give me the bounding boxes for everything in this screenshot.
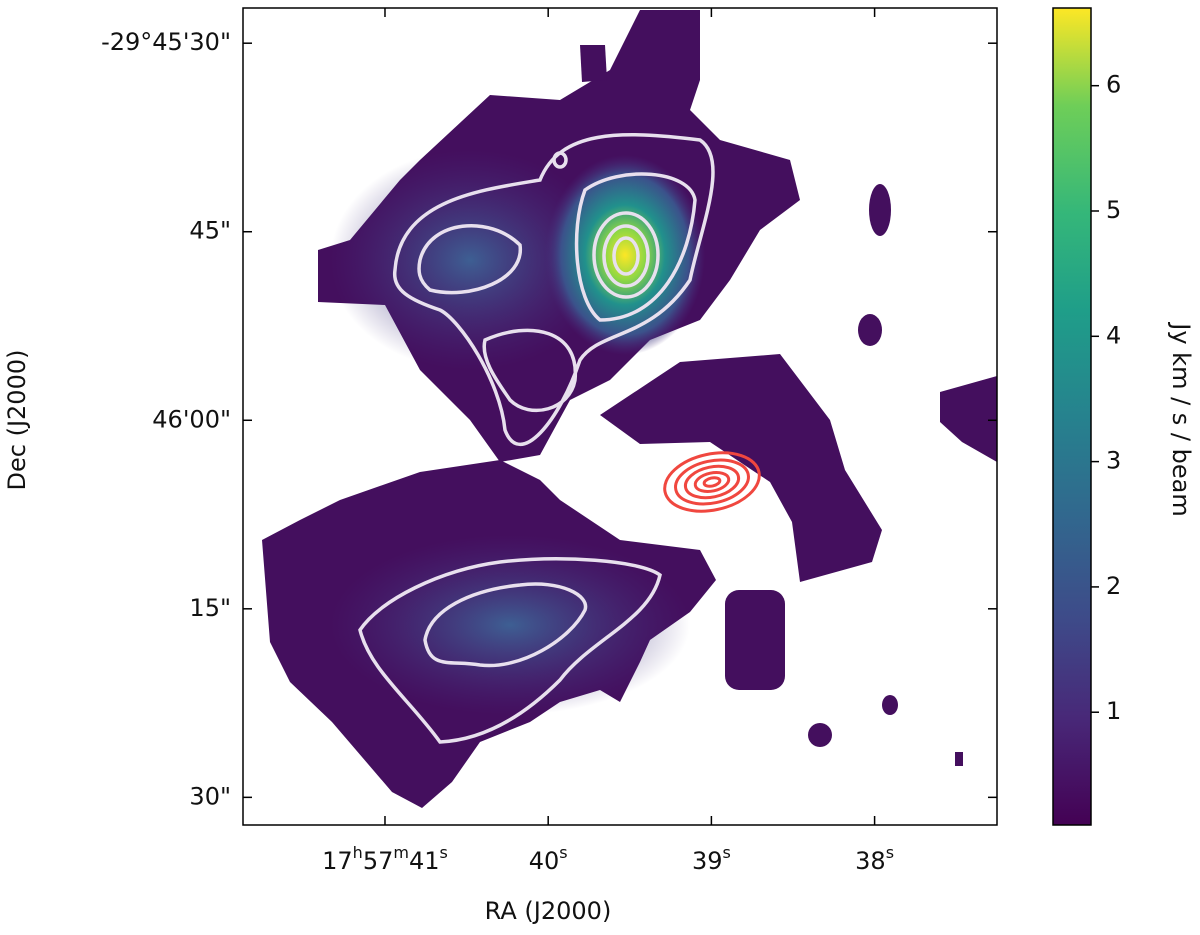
tick-number: 40	[529, 847, 560, 875]
red-contour	[702, 476, 722, 488]
contour	[552, 151, 568, 169]
contour	[417, 223, 522, 295]
colorbar-tick-label: 2	[1106, 572, 1121, 600]
colorbar-tick-label: 3	[1106, 447, 1121, 475]
y-tick-label: -29°45'30"	[101, 28, 231, 56]
emission-spot	[725, 590, 785, 690]
emission-east	[940, 376, 997, 462]
x-tick-label: 38s	[855, 843, 894, 876]
y-axis-label: Dec (J2000)	[3, 350, 31, 491]
red-contour	[683, 464, 741, 500]
x-tick-label: 39s	[692, 843, 731, 876]
tick-number: 38	[855, 847, 886, 875]
unit-superscript: s	[440, 843, 448, 862]
colorbar-tick-label: 6	[1106, 71, 1121, 99]
y-tick-label: 15"	[189, 594, 231, 622]
unit-superscript: m	[393, 843, 409, 862]
emission-spot	[955, 752, 963, 766]
unit-superscript: s	[559, 843, 567, 862]
colorbar-tick-label: 1	[1106, 697, 1121, 725]
unit-superscript: h	[353, 843, 363, 862]
contour	[423, 582, 588, 668]
glow	[545, 155, 705, 355]
emission-north-bit	[580, 45, 607, 82]
contour	[574, 172, 697, 322]
contours	[358, 133, 761, 744]
x-tick-label: 40s	[529, 843, 568, 876]
beam-contours	[663, 451, 761, 513]
glow	[330, 535, 690, 715]
red-contour	[693, 471, 731, 493]
colorbar	[1052, 7, 1092, 826]
emission-spot	[808, 723, 832, 747]
contour	[602, 224, 650, 288]
intensity-map	[262, 10, 997, 808]
emission-spot	[882, 695, 898, 715]
colorbar-label: Jy km / s / beam	[1167, 321, 1195, 516]
colorbar-tick-label: 5	[1106, 196, 1121, 224]
colorbar-tick-label: 4	[1106, 321, 1121, 349]
y-tick-label: 45"	[189, 217, 231, 245]
y-tick-label: 46'00"	[152, 405, 231, 433]
tick-number: 57	[363, 847, 394, 875]
tick-number: 41	[409, 847, 440, 875]
plot-frame	[242, 7, 998, 826]
contour	[612, 236, 640, 276]
y-tick-label: 30"	[189, 782, 231, 810]
emission-spot	[869, 184, 891, 236]
x-tick-label: 17h57m41s	[322, 843, 448, 876]
unit-superscript: s	[886, 843, 894, 862]
contour	[358, 557, 662, 744]
unit-superscript: s	[722, 843, 730, 862]
contour	[482, 328, 577, 412]
glow	[330, 150, 610, 370]
contour	[592, 211, 660, 299]
red-contour	[663, 451, 761, 513]
x-axis-label: RA (J2000)	[485, 897, 612, 925]
tick-number: 17	[322, 847, 353, 875]
contour	[393, 133, 715, 446]
tick-number: 39	[692, 847, 723, 875]
emission-middle	[600, 354, 882, 582]
emission-spot	[858, 314, 882, 346]
red-contour	[674, 458, 750, 506]
